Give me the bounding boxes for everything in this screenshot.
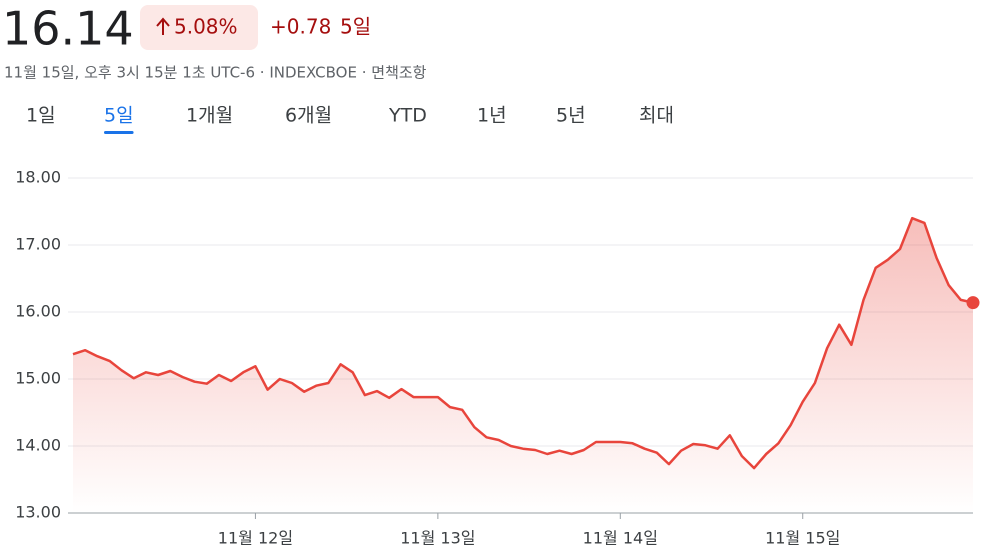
y-tick-label: 18.00 [15, 168, 61, 187]
change-badge [140, 5, 258, 50]
y-tick-label: 13.00 [15, 503, 61, 522]
x-tick-label: 11월 15일 [765, 529, 840, 548]
change-percent: 5.08% [174, 15, 238, 39]
change: +0.78 [270, 15, 331, 39]
range-tab[interactable]: 1개월 [186, 105, 233, 127]
timestamp: 11월 15일, 오후 3시 15분 1초 UTC-6 · INDEXCBOE … [4, 64, 427, 82]
price-line [72, 216, 974, 470]
range-tab[interactable]: 6개월 [285, 105, 332, 127]
y-tick-label: 16.00 [15, 302, 61, 321]
range-tab[interactable]: 5일 [104, 105, 134, 127]
y-tick-label: 17.00 [15, 235, 61, 254]
tab-underline [104, 131, 134, 134]
price: 16.14 [2, 2, 134, 56]
x-tick-label: 11월 14일 [583, 529, 658, 548]
y-tick-label: 14.00 [15, 436, 61, 455]
range-tab[interactable]: 1일 [26, 105, 56, 127]
period: 5일 [340, 15, 371, 39]
area [73, 218, 973, 513]
last-point [966, 296, 980, 310]
range-tab[interactable]: 1년 [477, 105, 507, 127]
x-tick-label: 11월 12일 [218, 529, 293, 548]
x-tick-label: 11월 13일 [400, 529, 475, 548]
up-arrow [156, 17, 170, 35]
range-tab[interactable]: 5년 [556, 105, 586, 127]
range-tab[interactable]: 최대 [639, 105, 674, 127]
y-tick-label: 15.00 [15, 369, 61, 388]
range-tab[interactable]: YTD [388, 105, 427, 127]
